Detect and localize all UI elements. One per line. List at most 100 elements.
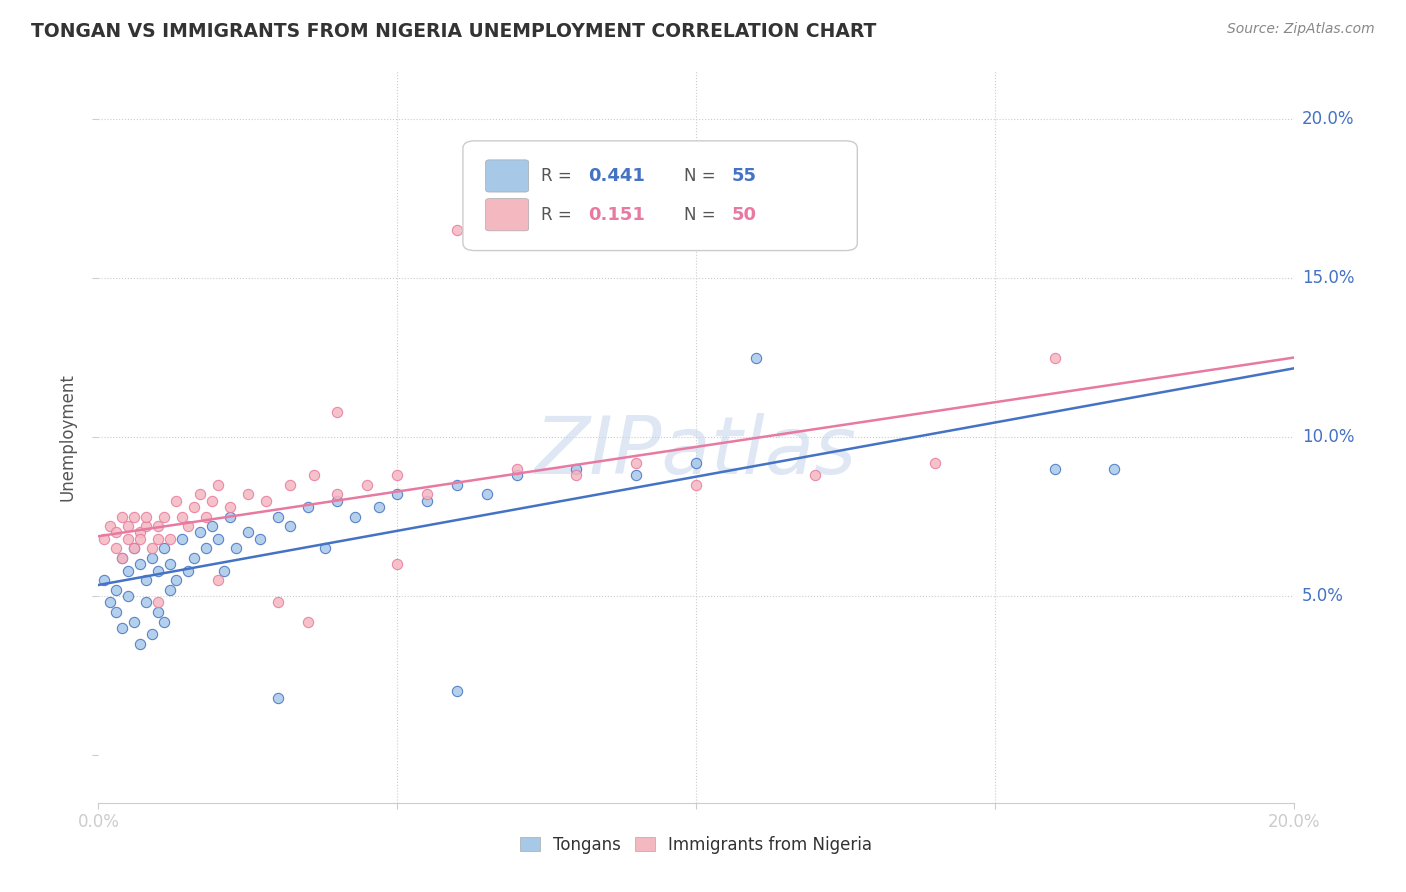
Point: [626, 468, 648, 483]
Point: [117, 519, 139, 533]
Point: [219, 500, 242, 514]
Point: [506, 468, 529, 483]
Point: [153, 509, 176, 524]
Point: [212, 564, 235, 578]
Point: [416, 493, 439, 508]
Point: [195, 541, 218, 556]
Point: [267, 690, 290, 705]
Point: [207, 477, 229, 491]
Point: [153, 541, 176, 556]
Text: N =: N =: [685, 167, 721, 185]
Point: [297, 500, 319, 514]
Point: [385, 468, 409, 483]
Text: 0.441: 0.441: [589, 167, 645, 185]
FancyBboxPatch shape: [463, 141, 858, 251]
Point: [153, 615, 176, 629]
Point: [804, 468, 827, 483]
Point: [129, 525, 152, 540]
Point: [326, 493, 349, 508]
Point: [565, 468, 588, 483]
Point: [236, 487, 259, 501]
Point: [195, 509, 218, 524]
Point: [141, 550, 163, 565]
Point: [105, 525, 128, 540]
Point: [267, 509, 290, 524]
Y-axis label: Unemployment: Unemployment: [59, 373, 77, 501]
Point: [207, 532, 229, 546]
Text: 5.0%: 5.0%: [1302, 587, 1344, 605]
Point: [249, 532, 271, 546]
Point: [177, 564, 200, 578]
Point: [129, 532, 152, 546]
Text: 10.0%: 10.0%: [1302, 428, 1354, 446]
Text: 55: 55: [733, 167, 756, 185]
Point: [105, 541, 128, 556]
Point: [105, 582, 128, 597]
Point: [159, 582, 181, 597]
Point: [117, 564, 139, 578]
Point: [148, 605, 170, 619]
Point: [111, 550, 134, 565]
Point: [183, 500, 205, 514]
Legend: Tongans, Immigrants from Nigeria: Tongans, Immigrants from Nigeria: [513, 829, 879, 860]
Point: [236, 525, 259, 540]
Point: [117, 589, 139, 603]
Text: 50: 50: [733, 206, 756, 224]
Point: [446, 477, 468, 491]
Point: [385, 487, 409, 501]
Point: [368, 500, 391, 514]
Point: [148, 519, 170, 533]
Point: [172, 532, 194, 546]
Point: [219, 509, 242, 524]
Text: R =: R =: [541, 167, 576, 185]
Text: Source: ZipAtlas.com: Source: ZipAtlas.com: [1227, 22, 1375, 37]
FancyBboxPatch shape: [485, 199, 529, 231]
Point: [326, 487, 349, 501]
Point: [297, 615, 319, 629]
Point: [188, 487, 211, 501]
Point: [148, 532, 170, 546]
Point: [685, 456, 707, 470]
Point: [165, 573, 187, 587]
Point: [201, 493, 224, 508]
Point: [201, 519, 224, 533]
Point: [124, 509, 146, 524]
Point: [111, 550, 134, 565]
Point: [626, 456, 648, 470]
Point: [267, 595, 290, 609]
Point: [135, 595, 157, 609]
Point: [446, 684, 468, 698]
Point: [141, 627, 163, 641]
Point: [475, 487, 498, 501]
Point: [924, 456, 946, 470]
Point: [165, 493, 187, 508]
Point: [111, 509, 134, 524]
Point: [124, 541, 146, 556]
Point: [1043, 462, 1066, 476]
Point: [93, 573, 115, 587]
Point: [111, 621, 134, 635]
Point: [446, 223, 468, 237]
Point: [685, 477, 707, 491]
Point: [159, 558, 181, 572]
Text: TONGAN VS IMMIGRANTS FROM NIGERIA UNEMPLOYMENT CORRELATION CHART: TONGAN VS IMMIGRANTS FROM NIGERIA UNEMPL…: [31, 22, 876, 41]
Text: 0.151: 0.151: [589, 206, 645, 224]
Point: [148, 595, 170, 609]
Point: [124, 615, 146, 629]
Text: R =: R =: [541, 206, 576, 224]
Point: [124, 541, 146, 556]
Point: [183, 550, 205, 565]
Point: [172, 509, 194, 524]
Point: [98, 519, 122, 533]
Point: [135, 509, 157, 524]
Point: [356, 477, 378, 491]
Point: [98, 595, 122, 609]
Point: [254, 493, 277, 508]
Text: N =: N =: [685, 206, 721, 224]
Point: [225, 541, 247, 556]
Point: [93, 532, 115, 546]
Point: [129, 637, 152, 651]
Text: ZIPatlas: ZIPatlas: [534, 413, 858, 491]
Point: [302, 468, 325, 483]
Point: [416, 487, 439, 501]
